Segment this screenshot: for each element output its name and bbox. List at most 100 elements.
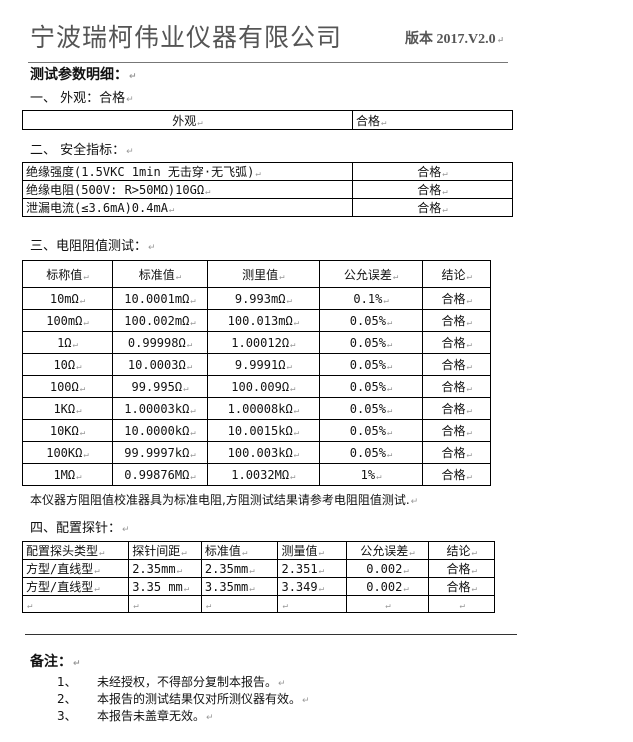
table-row: 外观 合格 xyxy=(22,110,513,130)
version-label: 版本 2017.V2.0 xyxy=(405,28,504,48)
column-header: 公允误差 xyxy=(318,260,424,288)
cell: 合格 xyxy=(352,180,513,199)
cell: 10.0015kΩ xyxy=(206,419,320,442)
cell: 9.993mΩ xyxy=(206,287,320,310)
table-row: 10mΩ10.0001mΩ9.993mΩ0.1%合格 xyxy=(21,287,491,310)
cell: 合格 xyxy=(422,375,491,398)
header-divider xyxy=(28,62,508,63)
table-row: 方型/直线型2.35mm2.35mm2.3510.002合格 xyxy=(21,559,495,578)
cell xyxy=(277,595,347,613)
cell: 合格 xyxy=(422,331,491,354)
cell: 1Ω xyxy=(21,331,114,354)
remarks-title: 备注： xyxy=(30,651,81,671)
cell: 合格 xyxy=(422,441,491,464)
remark-number: 2、 xyxy=(57,692,77,706)
cell: 合格 xyxy=(352,198,513,217)
cell: 绝缘强度(1.5VKC 1min 无击穿·无飞弧) xyxy=(22,162,353,181)
cell: 绝缘电阻(500V: R>50MΩ)10GΩ xyxy=(22,180,353,199)
table-row: 1KΩ1.00003kΩ1.00008kΩ0.05%合格 xyxy=(21,397,491,420)
cell: 100.009Ω xyxy=(206,375,320,398)
section2-title: 二、 安全指标： xyxy=(30,139,134,158)
cell: 3.35 mm xyxy=(128,577,202,596)
column-header: 配置探头类型 xyxy=(21,541,130,560)
table-row: 方型/直线型3.35 mm3.35mm3.3490.002合格 xyxy=(21,577,495,596)
cell: 10.0003Ω xyxy=(112,353,208,376)
cell: 10KΩ xyxy=(21,419,114,442)
column-header: 探针间距 xyxy=(128,541,202,560)
column-header: 结论 xyxy=(422,260,491,288)
section4-title: 四、配置探针： xyxy=(30,517,130,536)
cell: 1.00003kΩ xyxy=(112,397,208,420)
column-header: 测里值 xyxy=(206,260,320,288)
cell: 1.0032MΩ xyxy=(206,463,320,486)
cell: 0.002 xyxy=(345,577,430,596)
cell: 100mΩ xyxy=(21,309,114,332)
table-row: 1MΩ0.99876MΩ1.0032MΩ1%合格 xyxy=(21,463,491,486)
cell: 1MΩ xyxy=(21,463,114,486)
remark-number: 1、 xyxy=(57,675,77,689)
cell xyxy=(345,595,430,613)
section1-title: 一、 外观：合格 xyxy=(30,87,134,106)
cell: 1KΩ xyxy=(21,397,114,420)
table-row: 10Ω10.0003Ω9.9991Ω0.05%合格 xyxy=(21,353,491,376)
cell: 合格 xyxy=(422,287,491,310)
cell: 0.05% xyxy=(318,441,424,464)
resistance-table: 标称值标准值测里值公允误差结论10mΩ10.0001mΩ9.993mΩ0.1%合… xyxy=(21,260,491,486)
cell: 0.05% xyxy=(318,419,424,442)
table-row: 100mΩ100.002mΩ100.013mΩ0.05%合格 xyxy=(21,309,491,332)
cell: 10mΩ xyxy=(21,287,114,310)
remark-number: 3、 xyxy=(57,709,77,723)
cell: 合格 xyxy=(352,110,513,130)
header-row: 标称值标准值测里值公允误差结论 xyxy=(21,260,491,288)
column-header: 公允误差 xyxy=(345,541,430,560)
table-row: 绝缘强度(1.5VKC 1min 无击穿·无飞弧)合格 xyxy=(22,162,513,181)
cell: 1% xyxy=(318,463,424,486)
cell: 合格 xyxy=(422,397,491,420)
cell: 合格 xyxy=(422,309,491,332)
column-header: 结论 xyxy=(428,541,495,560)
section3-title: 三、电阻阻值测试： xyxy=(30,235,156,254)
cell xyxy=(200,595,279,613)
table-row xyxy=(21,595,495,613)
cell: 合格 xyxy=(428,577,495,596)
cell xyxy=(428,595,495,613)
cell xyxy=(21,595,130,613)
cell: 99.995Ω xyxy=(112,375,208,398)
cell: 0.1% xyxy=(318,287,424,310)
cell: 99.9997kΩ xyxy=(112,441,208,464)
cell: 100.002mΩ xyxy=(112,309,208,332)
cell xyxy=(128,595,202,613)
cell: 100.013mΩ xyxy=(206,309,320,332)
footer-divider xyxy=(25,634,517,635)
column-header: 标准值 xyxy=(112,260,208,288)
heading: 测试参数明细： xyxy=(30,64,137,84)
cell: 合格 xyxy=(422,353,491,376)
cell: 10Ω xyxy=(21,353,114,376)
appearance-table: 外观 合格 xyxy=(22,110,513,130)
table-row: 10KΩ10.0000kΩ10.0015kΩ0.05%合格 xyxy=(21,419,491,442)
table-row: 1Ω0.99998Ω1.00012Ω0.05%合格 xyxy=(21,331,491,354)
table-row: 100Ω99.995Ω100.009Ω0.05%合格 xyxy=(21,375,491,398)
cell: 1.00012Ω xyxy=(206,331,320,354)
cell: 0.05% xyxy=(318,331,424,354)
cell: 2.351 xyxy=(277,559,347,578)
cell: 外观 xyxy=(22,110,353,130)
column-header: 标称值 xyxy=(21,260,114,288)
safety-table: 绝缘强度(1.5VKC 1min 无击穿·无飞弧)合格 绝缘电阻(500V: R… xyxy=(22,162,513,217)
cell: 3.349 xyxy=(277,577,347,596)
cell: 泄漏电流(≤3.6mA)0.4mA xyxy=(22,198,353,217)
cell: 100Ω xyxy=(21,375,114,398)
cell: 0.002 xyxy=(345,559,430,578)
cell: 2.35mm xyxy=(128,559,202,578)
remark-text: 本报告的测试结果仅对所测仪器有效。 xyxy=(97,690,310,707)
resistance-note: 本仪器方阻阻值校准器具为标准电阻,方阻测试结果请参考电阻阻值测试. xyxy=(30,491,418,508)
remark-text: 本报告未盖章无效。 xyxy=(97,707,214,724)
cell: 合格 xyxy=(352,162,513,181)
cell: 100KΩ xyxy=(21,441,114,464)
table-row: 100KΩ99.9997kΩ100.003kΩ0.05%合格 xyxy=(21,441,491,464)
cell: 2.35mm xyxy=(200,559,279,578)
table-row: 绝缘电阻(500V: R>50MΩ)10GΩ合格 xyxy=(22,180,513,199)
cell: 0.05% xyxy=(318,353,424,376)
cell: 0.99876MΩ xyxy=(112,463,208,486)
remark-text: 未经授权，不得部分复制本报告。 xyxy=(97,673,286,690)
